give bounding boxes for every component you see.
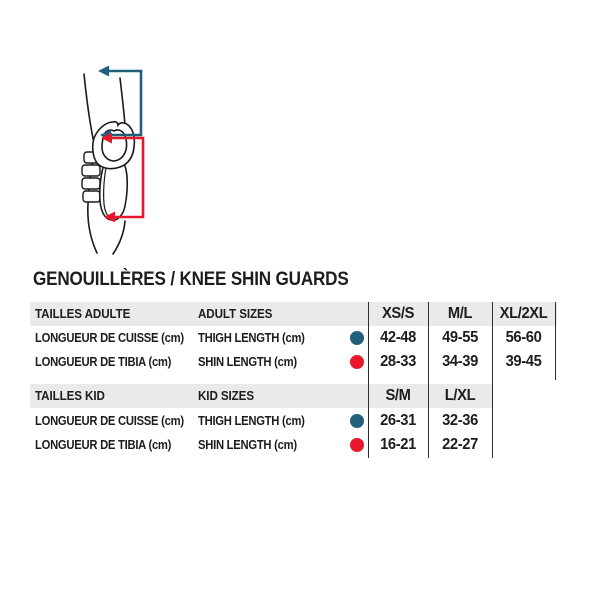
size-column-header: S/M <box>385 387 411 404</box>
column-divider <box>555 302 556 380</box>
thigh-legend-dot <box>350 331 364 345</box>
table-cell: 16-21 <box>380 436 416 453</box>
table-cell: 28-33 <box>380 353 416 370</box>
page-title: GENOUILLÈRES / KNEE SHIN GUARDS <box>33 269 349 290</box>
table-cell: 42-48 <box>380 329 416 346</box>
row-label-fr: LONGUEUR DE TIBIA (cm) <box>35 438 172 452</box>
row-label-fr: LONGUEUR DE TIBIA (cm) <box>35 355 172 369</box>
size-column-header: L/XL <box>444 387 476 404</box>
kid-header-fr: TAILLES KID <box>35 389 105 403</box>
row-label-en: THIGH LENGTH (cm) <box>198 331 305 345</box>
kid-header-en: KID SIZES <box>198 389 255 403</box>
table-cell: 26-31 <box>380 412 416 429</box>
adult-header-en: ADULT SIZES <box>198 307 273 321</box>
knee-guard-measurement-diagram <box>81 65 145 255</box>
adult-header-band <box>30 302 557 326</box>
thigh-legend-dot <box>350 414 364 428</box>
row-label-fr: LONGUEUR DE CUISSE (cm) <box>35 414 184 428</box>
shin-legend-dot <box>350 438 364 452</box>
kid-header-band <box>30 384 493 408</box>
table-cell: 49-55 <box>442 329 478 346</box>
shin-length-arrow <box>101 132 145 223</box>
table-cell: 39-45 <box>505 353 542 370</box>
size-column-header: XL/2XL <box>499 305 548 322</box>
size-column-header: XS/S <box>381 305 415 322</box>
table-cell: 56-60 <box>505 329 542 346</box>
table-cell: 22-27 <box>442 436 478 453</box>
row-label-en: SHIN LENGTH (cm) <box>198 355 297 369</box>
row-label-en: THIGH LENGTH (cm) <box>198 414 305 428</box>
table-cell: 32-36 <box>442 412 478 429</box>
column-divider <box>428 302 429 458</box>
column-divider <box>368 302 369 458</box>
size-column-header: M/L <box>447 305 473 322</box>
adult-header-fr: TAILLES ADULTE <box>35 307 131 321</box>
table-cell: 34-39 <box>442 353 478 370</box>
row-label-en: SHIN LENGTH (cm) <box>198 438 297 452</box>
knee-guard <box>91 120 136 170</box>
shin-legend-dot <box>350 355 364 369</box>
row-label-fr: LONGUEUR DE CUISSE (cm) <box>35 331 184 345</box>
column-divider <box>492 302 493 458</box>
